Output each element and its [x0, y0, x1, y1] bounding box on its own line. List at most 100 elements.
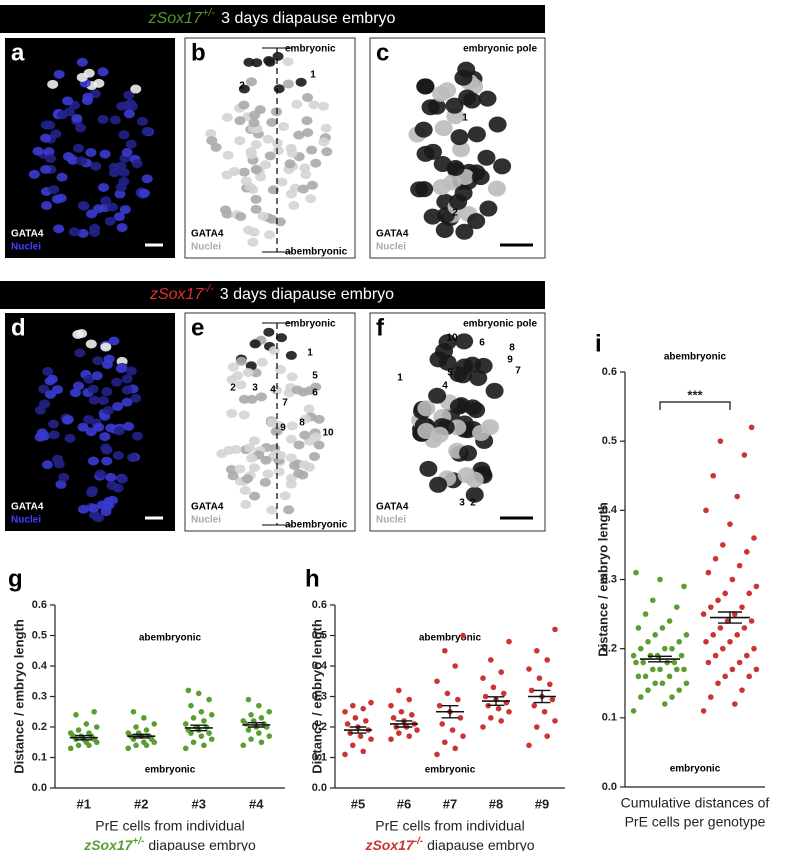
- data-point: [368, 699, 374, 706]
- nucleus: [115, 364, 127, 374]
- nucleus: [73, 381, 85, 391]
- data-point: [633, 569, 639, 576]
- nucleus: [100, 196, 112, 206]
- nucleus: [246, 453, 258, 463]
- data-point: [460, 733, 466, 739]
- nucleus: [42, 366, 54, 376]
- nucleus: [256, 357, 268, 367]
- nucleus: [446, 160, 465, 177]
- significance-bracket: [659, 401, 731, 410]
- nucleus: [410, 181, 429, 198]
- data-point: [732, 701, 738, 707]
- bottom-label: embryonic: [145, 765, 196, 776]
- data-point: [729, 666, 736, 673]
- x-tick-label: #4: [249, 796, 264, 811]
- nucleus: [28, 169, 40, 179]
- nucleus: [118, 167, 130, 177]
- nucleus: [244, 443, 256, 453]
- nucleus: [113, 426, 125, 436]
- counterstain-label: Nuclei: [11, 242, 41, 253]
- nucleus: [116, 223, 128, 233]
- nucleus: [75, 156, 87, 166]
- nucleus: [53, 459, 65, 469]
- nucleus: [72, 143, 84, 153]
- micrograph-panel: f GATA4 Nuclei embryonic pole 10 6 897 1 5 4 3 2: [369, 312, 546, 532]
- data-point: [630, 708, 637, 714]
- nucleus: [286, 421, 298, 431]
- stain-label: GATA4: [11, 229, 44, 240]
- nucleus: [305, 194, 317, 204]
- data-point: [141, 739, 147, 746]
- data-point: [151, 721, 158, 727]
- bottom-label: embryonic: [670, 764, 721, 775]
- data-point: [434, 678, 440, 685]
- nucleus: [423, 143, 442, 160]
- data-point: [549, 696, 556, 703]
- nucleus: [48, 430, 60, 440]
- nucleus: [285, 143, 297, 153]
- genotype: zSox17: [149, 286, 204, 303]
- genotype-superscript: -/-: [414, 836, 424, 847]
- cell-number: 2: [239, 81, 245, 92]
- nucleus: [46, 374, 58, 384]
- data-point: [396, 687, 402, 694]
- data-point: [715, 680, 721, 687]
- data-point: [133, 742, 139, 749]
- nucleus: [471, 169, 490, 186]
- data-point: [674, 666, 680, 673]
- nucleus: [249, 491, 261, 501]
- nucleus: [242, 367, 254, 377]
- data-point: [75, 727, 82, 733]
- stain-label: GATA4: [376, 502, 409, 513]
- data-point: [206, 730, 212, 736]
- nucleus: [264, 57, 276, 67]
- data-point: [741, 625, 748, 631]
- nucleus: [432, 85, 451, 102]
- data-point: [390, 715, 397, 721]
- cell-number: 1: [307, 348, 313, 359]
- nucleus: [130, 393, 142, 403]
- nucleus: [228, 166, 240, 176]
- nucleus: [88, 503, 100, 513]
- nucleus: [275, 333, 287, 343]
- data-point: [744, 652, 750, 659]
- nucleus: [264, 230, 276, 240]
- data-point: [357, 733, 364, 739]
- panel-letter: c: [376, 39, 389, 66]
- nucleus: [300, 414, 312, 424]
- y-tick-label: 0.4: [312, 660, 328, 672]
- top-label: abembryonic: [419, 633, 482, 644]
- nucleus: [274, 217, 286, 227]
- nucleus: [452, 141, 471, 158]
- nucleus: [264, 151, 276, 161]
- y-tick-label: 0.1: [32, 751, 47, 763]
- nucleus: [40, 133, 52, 143]
- data-point: [182, 721, 189, 727]
- nucleus: [306, 180, 318, 190]
- stain-label: GATA4: [191, 502, 224, 513]
- data-point: [130, 708, 137, 715]
- cell-number: 8: [509, 343, 515, 354]
- nucleus: [262, 469, 274, 479]
- nucleus: [104, 216, 116, 226]
- data-point: [363, 718, 369, 724]
- cell-number: 7: [282, 398, 288, 409]
- pole-label: embryonic: [285, 44, 336, 55]
- nucleus: [417, 422, 436, 439]
- data-point: [746, 673, 752, 680]
- cell-number: 1: [462, 113, 468, 124]
- stain-label: GATA4: [376, 229, 409, 240]
- nucleus: [306, 145, 318, 155]
- data-point: [368, 736, 374, 742]
- x-axis-label: PrE cells from individual: [375, 818, 524, 834]
- nucleus: [301, 116, 313, 126]
- data-point: [638, 694, 644, 700]
- nucleus: [88, 395, 100, 405]
- nucleus: [310, 432, 322, 442]
- data-point: [261, 721, 267, 727]
- nucleus: [92, 204, 104, 214]
- nucleus: [101, 360, 113, 370]
- nucleus: [221, 112, 233, 122]
- nucleus: [429, 476, 448, 493]
- data-point: [406, 696, 413, 703]
